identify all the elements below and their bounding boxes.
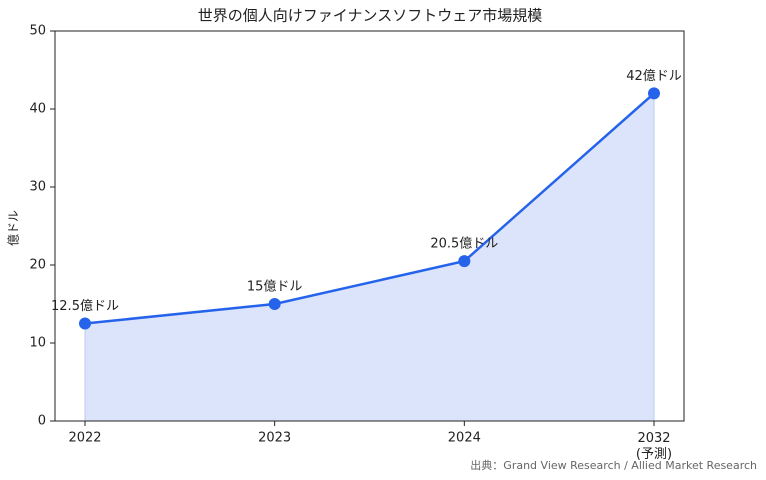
value-label: 15億ドル bbox=[247, 279, 303, 295]
point bbox=[648, 87, 660, 100]
plot-frame bbox=[54, 30, 685, 422]
y-tick-label: 50 bbox=[29, 24, 46, 39]
x-tick-label: 2022 bbox=[68, 431, 101, 446]
point bbox=[268, 298, 281, 310]
value-label: 20.5億ドル bbox=[430, 236, 498, 252]
point bbox=[458, 255, 471, 268]
x-tick-label: 2024 bbox=[448, 431, 481, 446]
y-tick-label: 30 bbox=[29, 180, 46, 195]
value-label: 12.5億ドル bbox=[51, 298, 119, 314]
y-tick-label: 20 bbox=[29, 258, 46, 273]
x-tick-label: 2032 (予測) bbox=[636, 431, 672, 462]
y-axis-label: 億ドル bbox=[7, 210, 21, 246]
point bbox=[79, 317, 91, 330]
x-tick-label: 2023 bbox=[258, 431, 291, 446]
chart-title: 世界の個人向けファイナンスソフトウェア市場規模 bbox=[198, 7, 542, 25]
y-tick-label: 40 bbox=[29, 102, 46, 117]
source-note: 出典：Grand View Research / Allied Market R… bbox=[470, 458, 757, 472]
y-tick-label: 0 bbox=[38, 414, 46, 429]
value-label: 42億ドル bbox=[626, 68, 682, 84]
y-tick-label: 10 bbox=[29, 336, 46, 351]
line bbox=[84, 92, 655, 325]
